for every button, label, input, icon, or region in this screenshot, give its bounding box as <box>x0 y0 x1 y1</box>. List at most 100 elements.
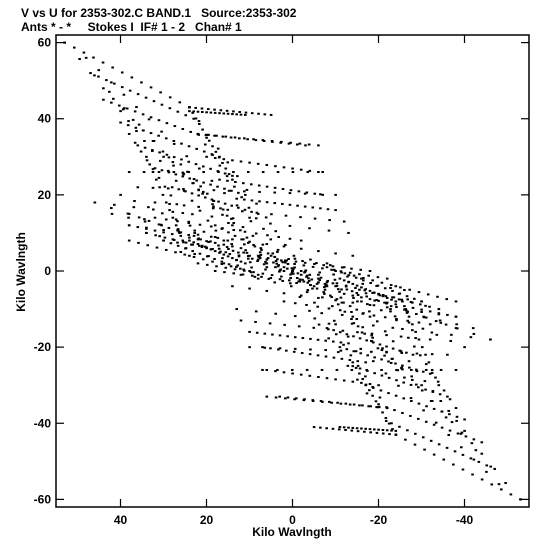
uv-point <box>450 333 453 336</box>
uv-point <box>388 433 391 436</box>
uv-point <box>301 278 304 281</box>
uv-point <box>265 395 269 398</box>
uv-point <box>231 285 234 288</box>
uv-point <box>420 389 424 392</box>
uv-point <box>368 383 372 386</box>
uv-point <box>356 378 359 381</box>
uv-point <box>324 349 327 352</box>
uv-point <box>174 179 178 182</box>
uv-point <box>220 260 224 263</box>
uv-point <box>235 113 238 116</box>
uv-point <box>420 310 423 313</box>
uv-point <box>327 229 331 232</box>
uv-point <box>493 467 496 470</box>
uv-point <box>415 352 419 355</box>
uv-point <box>321 267 324 270</box>
uv-point <box>192 234 196 237</box>
uv-point <box>394 394 398 397</box>
uv-point <box>329 264 332 267</box>
uv-point <box>375 406 378 409</box>
uv-point <box>153 229 157 232</box>
uv-point <box>125 107 129 110</box>
uv-point <box>370 339 373 342</box>
uv-point <box>290 267 294 270</box>
uv-point <box>407 315 411 318</box>
uv-point <box>309 258 312 261</box>
uv-point <box>196 262 200 265</box>
uv-point <box>490 483 494 486</box>
uv-point <box>210 198 214 201</box>
uv-point <box>325 285 329 288</box>
uv-point <box>391 347 395 350</box>
uv-point <box>298 280 302 283</box>
uv-point <box>226 112 230 115</box>
uv-point <box>202 230 206 233</box>
uv-point <box>363 332 367 335</box>
uv-point <box>238 111 241 114</box>
uv-point <box>417 321 421 324</box>
uv-point <box>313 192 317 195</box>
uv-point <box>416 386 420 389</box>
uv-point <box>366 303 369 306</box>
uv-point <box>334 299 337 302</box>
uv-point <box>383 354 386 357</box>
uv-point <box>227 248 230 251</box>
uv-point <box>406 310 410 313</box>
uv-point <box>192 117 195 120</box>
uv-point <box>344 284 348 287</box>
uv-point <box>171 238 175 241</box>
uv-point <box>176 220 179 223</box>
uv-point <box>304 269 308 272</box>
uv-point <box>117 104 121 107</box>
uv-point <box>274 230 278 233</box>
uv-point <box>356 300 359 303</box>
uv-point <box>358 337 362 340</box>
uv-point <box>270 213 273 216</box>
uv-point <box>391 296 394 299</box>
uv-point <box>226 208 230 211</box>
uv-point <box>162 239 165 242</box>
uv-point <box>238 137 241 140</box>
uv-point <box>442 389 446 392</box>
uv-point <box>135 106 138 109</box>
uv-point <box>235 258 238 261</box>
uv-point <box>284 259 287 262</box>
uv-point <box>387 422 391 425</box>
uv-point <box>437 312 441 315</box>
uv-point <box>217 156 221 159</box>
uv-point <box>347 274 351 277</box>
uv-point <box>293 257 297 260</box>
uv-point <box>338 331 342 334</box>
uv-point <box>220 262 224 265</box>
uv-point <box>375 431 379 434</box>
uv-point <box>176 229 179 232</box>
uv-point <box>262 263 266 266</box>
uv-point <box>377 428 380 431</box>
uv-point <box>286 335 289 338</box>
uv-point <box>253 275 257 278</box>
uv-point <box>188 224 192 227</box>
uv-point <box>339 349 343 352</box>
uv-point <box>188 177 192 180</box>
uv-point <box>317 250 320 253</box>
uv-point <box>151 149 154 152</box>
uv-point <box>212 189 216 192</box>
uv-point <box>411 329 414 332</box>
uv-point <box>352 335 355 338</box>
y-axis-label: Kilo Wavlngth <box>14 232 28 312</box>
uv-point <box>276 250 279 253</box>
uv-point <box>213 241 217 244</box>
uv-point <box>322 264 325 267</box>
uv-point <box>294 397 298 400</box>
uv-point <box>425 405 428 408</box>
uv-point <box>424 363 428 366</box>
uv-point <box>201 192 204 195</box>
uv-point <box>179 163 183 166</box>
uv-point <box>161 193 165 196</box>
uv-point <box>420 346 424 349</box>
uv-point <box>354 276 358 279</box>
uv-point <box>350 318 353 321</box>
uv-point <box>193 253 196 256</box>
uv-point <box>291 270 294 272</box>
